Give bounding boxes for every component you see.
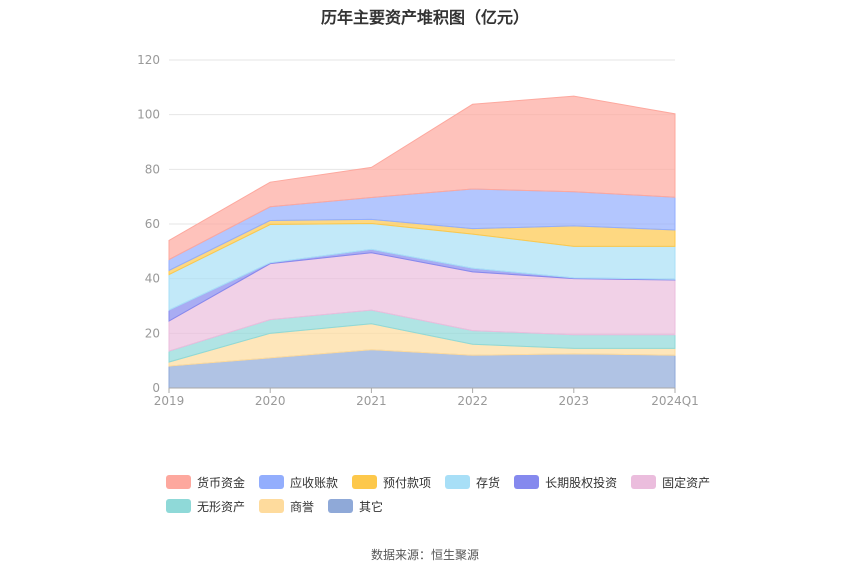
legend-label: 货币资金 [197, 475, 246, 490]
legend-item[interactable]: 预付款项 [352, 474, 431, 490]
legend-item[interactable]: 固定资产 [631, 474, 710, 490]
legend-swatch [259, 475, 285, 489]
chart-legend: 货币资金 应收账款 预付款项 存货 长期股权投资 固定资产无形资产 商誉 其它 [166, 474, 726, 522]
y-tick-label: 100 [137, 108, 160, 122]
legend-item[interactable]: 商誉 [259, 498, 314, 514]
legend-item[interactable]: 无形资产 [166, 498, 245, 514]
y-tick-label: 120 [137, 53, 160, 67]
legend-label: 商誉 [290, 499, 315, 514]
legend-label: 固定资产 [662, 475, 711, 490]
legend-label: 预付款项 [383, 475, 432, 490]
chart-title: 历年主要资产堆积图（亿元） [320, 8, 529, 27]
x-tick-label: 2023 [559, 394, 590, 408]
legend-item[interactable]: 应收账款 [259, 474, 338, 490]
legend-label: 无形资产 [197, 499, 246, 514]
legend-swatch [631, 475, 657, 489]
legend-item[interactable]: 长期股权投资 [514, 474, 617, 490]
legend-label: 存货 [476, 475, 501, 490]
legend-swatch [166, 475, 191, 489]
legend-swatch [514, 475, 540, 489]
data-source-note: 数据来源：恒生聚源 [370, 548, 479, 562]
legend-swatch [259, 499, 285, 513]
x-tick-label: 2022 [457, 394, 488, 408]
legend-swatch [328, 499, 354, 513]
legend-label: 应收账款 [290, 475, 339, 490]
legend-swatch [352, 475, 378, 489]
y-tick-label: 0 [152, 381, 160, 395]
legend-item[interactable]: 存货 [445, 474, 500, 490]
axes: 0 20 40 60 80 100 120 2019 2020 2021 2022 2023 2024Q… [137, 53, 699, 408]
y-tick-label: 80 [145, 162, 160, 176]
legend-label: 其它 [359, 499, 384, 514]
x-tick-label: 2024Q1 [651, 394, 699, 408]
x-tick-label: 2019 [154, 394, 185, 408]
legend-swatch [166, 499, 191, 513]
y-tick-label: 20 [145, 326, 160, 340]
legend-swatch [445, 475, 471, 489]
y-tick-label: 40 [145, 272, 160, 286]
legend-item[interactable]: 其它 [328, 498, 383, 514]
area-series [168, 95, 676, 389]
x-tick-label: 2021 [356, 394, 387, 408]
legend-label: 长期股权投资 [545, 475, 618, 490]
y-tick-label: 60 [145, 217, 160, 231]
x-tick-label: 2020 [255, 394, 286, 408]
legend-item[interactable]: 货币资金 [166, 474, 245, 490]
area-series-9 [168, 95, 676, 261]
